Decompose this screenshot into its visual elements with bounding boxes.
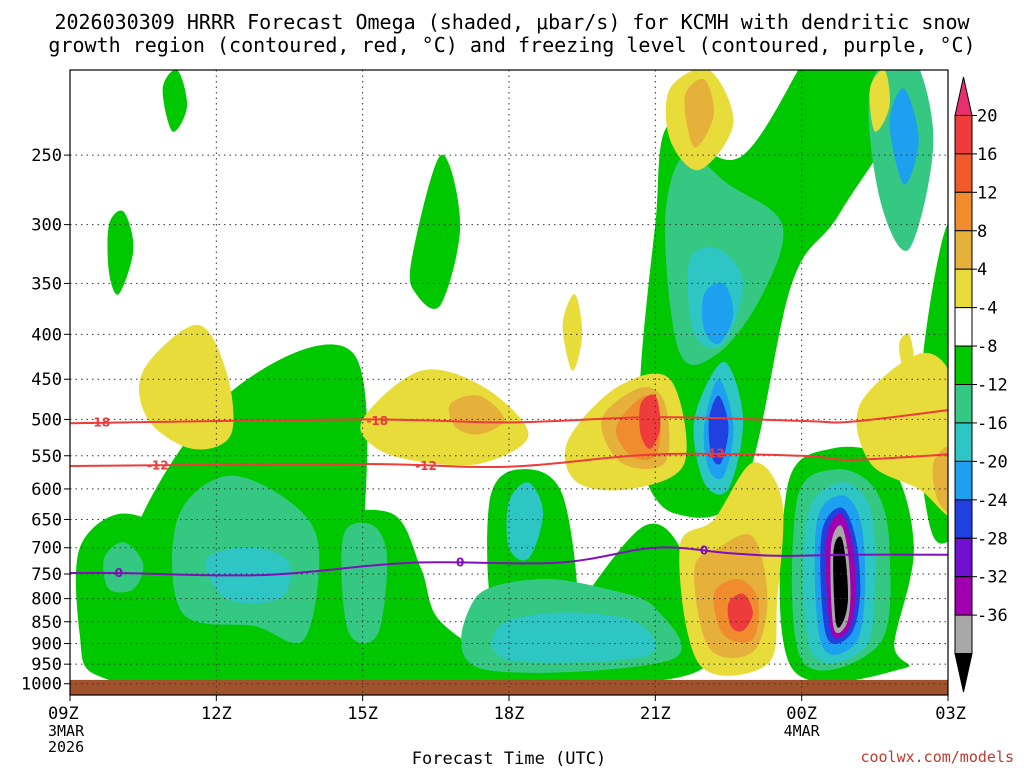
omega-blob-c_p4 xyxy=(856,352,948,516)
omega-shading xyxy=(75,70,948,692)
omega-blob-c_p8 xyxy=(932,446,948,514)
contour-label: -18 xyxy=(88,415,110,429)
contour-label: -12 xyxy=(415,459,437,473)
colorbar-label: -28 xyxy=(977,529,1008,549)
contour-label: 0 xyxy=(456,556,464,570)
colorbar-label: -16 xyxy=(977,414,1008,434)
omega-blob-c_n8 xyxy=(103,542,144,593)
omega-blob-c_p4 xyxy=(562,294,583,371)
colorbar-label: 8 xyxy=(977,222,987,242)
omega-blob-c_p4 xyxy=(138,324,234,450)
temperature-contours xyxy=(70,409,948,577)
contour-label: 0 xyxy=(115,566,123,580)
x-tick-label: 18Z xyxy=(494,704,525,724)
colorbar-label: 20 xyxy=(977,106,997,126)
x-tick-sublabel: 2026 xyxy=(48,738,84,756)
omega-blob-c_n8 xyxy=(341,522,388,644)
contour-label: -18 xyxy=(366,414,388,428)
omega-blob-c_p8 xyxy=(684,78,715,148)
omega-blob-c_p4 xyxy=(360,369,529,466)
omega-blob-c_p8 xyxy=(448,395,505,435)
colorbar-label: 12 xyxy=(977,183,997,203)
y-tick-label: 650 xyxy=(31,510,62,530)
x-tick-label: 21Z xyxy=(640,704,671,724)
colorbar-swatch xyxy=(954,191,973,232)
omega-blob-c_p16 xyxy=(639,394,661,449)
omega-blob-c_n16 xyxy=(889,88,919,185)
y-tick-label: 750 xyxy=(31,565,62,585)
y-tick-label: 300 xyxy=(31,216,62,236)
colorbar-swatch xyxy=(954,268,973,309)
contour-label: -12 xyxy=(703,447,725,461)
colorbar-swatch xyxy=(954,422,973,462)
colorbar-swatch xyxy=(954,576,973,616)
colorbar-swatch xyxy=(954,307,973,347)
contour-label: -12 xyxy=(147,458,169,472)
x-tick-label: 09Z xyxy=(48,704,79,724)
y-tick-label: 550 xyxy=(31,447,62,467)
omega-blob-c_p4 xyxy=(899,333,915,372)
y-tick-label: 250 xyxy=(31,146,62,166)
omega-blob-c_n4 xyxy=(162,70,188,132)
colorbar-label: -8 xyxy=(977,337,997,357)
colorbar-swatch xyxy=(954,345,973,385)
colorbar-label: -12 xyxy=(977,376,1008,396)
credit-text: coolwx.com/models xyxy=(860,748,1014,766)
y-axis-ticks: 2503003504004505005506006507007508008509… xyxy=(21,146,70,695)
contour-labels: -18 -18 -12 -12 -12 0 0 0 xyxy=(88,414,725,580)
omega-blob-c_n12 xyxy=(491,612,656,663)
y-tick-label: 900 xyxy=(31,635,62,655)
y-tick-label: 850 xyxy=(31,613,62,633)
contour-label: 0 xyxy=(700,543,708,557)
omega-blob-c_n36 xyxy=(833,536,849,628)
colorbar-swatch xyxy=(954,460,973,501)
y-tick-label: 1000 xyxy=(21,675,62,695)
colorbar-label: 16 xyxy=(977,145,997,165)
x-tick-label: 12Z xyxy=(201,704,232,724)
colorbar-label: -20 xyxy=(977,452,1008,472)
contour-line--18 xyxy=(70,409,948,425)
chart-title-line-2: growth region (contoured, red, °C) and f… xyxy=(48,33,975,57)
y-tick-label: 400 xyxy=(31,325,62,345)
x-tick-label: 03Z xyxy=(935,704,966,724)
x-tick-label: 00Z xyxy=(786,704,817,724)
colorbar-label: -32 xyxy=(977,568,1008,588)
y-tick-label: 700 xyxy=(31,539,62,559)
y-tick-label: 950 xyxy=(31,655,62,675)
colorbar-swatch xyxy=(954,384,973,424)
x-tick-label: 15Z xyxy=(347,704,378,724)
y-tick-label: 500 xyxy=(31,410,62,430)
colorbar-swatch xyxy=(954,230,973,270)
colorbar-swatch xyxy=(954,153,973,193)
y-tick-label: 800 xyxy=(31,590,62,610)
omega-blob-c_n4 xyxy=(409,154,461,309)
colorbar-label: -36 xyxy=(977,606,1008,626)
chart-title-line-1: 2026030309 HRRR Forecast Omega (shaded, … xyxy=(54,10,970,34)
colorbar-label: -24 xyxy=(977,491,1008,511)
y-tick-label: 450 xyxy=(31,370,62,390)
colorbar-label: -4 xyxy=(977,299,997,319)
colorbar-swatch xyxy=(954,114,973,155)
colorbar-swatch xyxy=(954,537,973,578)
y-tick-label: 600 xyxy=(31,480,62,500)
colorbar-bottom-arrow xyxy=(954,653,973,693)
colorbar-swatch xyxy=(954,614,973,655)
colorbar-label: 4 xyxy=(977,260,987,280)
contour-line--12 xyxy=(70,452,948,469)
omega-blob-c_n16 xyxy=(701,282,734,345)
y-tick-label: 350 xyxy=(31,274,62,294)
colorbar-top-arrow xyxy=(954,76,973,116)
omega-blob-c_p4 xyxy=(869,70,890,132)
colorbar-swatch xyxy=(954,499,973,539)
x-tick-sublabel: 4MAR xyxy=(784,722,821,740)
x-tick-sublabel: 3MAR xyxy=(48,722,85,740)
omega-blob-c_n12 xyxy=(506,482,544,561)
contour-line-0 xyxy=(70,546,948,577)
omega-blob-c_n4 xyxy=(107,210,134,295)
colorbar: 20 16 12 8 4 -4 -8 -12 -16 -20 -24 -28 -32 -36 xyxy=(954,76,1008,693)
x-axis-label: Forecast Time (UTC) xyxy=(412,749,606,768)
omega-blob-c_n20 xyxy=(708,395,729,465)
